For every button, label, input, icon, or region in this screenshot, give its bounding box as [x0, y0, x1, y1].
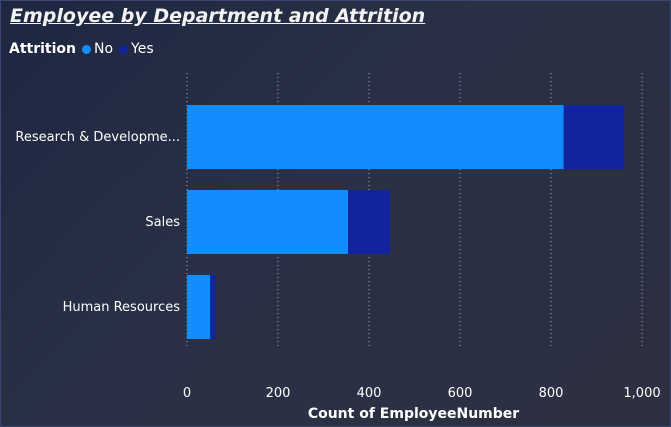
x-tick-label: 800 [539, 386, 564, 401]
category-label: Sales [145, 215, 180, 230]
x-tick-label: 1,000 [623, 386, 660, 401]
category-label: Human Resources [63, 300, 181, 315]
legend-dot-no-icon [82, 44, 91, 54]
chart-title: Employee by Department and Attrition [10, 5, 426, 27]
legend-item-no[interactable]: No [82, 41, 113, 57]
legend-dot-yes-icon [119, 44, 129, 54]
x-tick-label: 200 [266, 386, 291, 401]
legend-item-yes[interactable]: Yes [119, 41, 154, 57]
legend-title: Attrition [9, 41, 76, 57]
legend-label-yes: Yes [131, 41, 154, 57]
x-tick-label: 0 [183, 386, 191, 401]
bar-no[interactable] [187, 190, 349, 254]
bar-yes[interactable] [348, 190, 390, 254]
x-tick-label: 400 [357, 386, 382, 401]
category-label: Research & Developme... [15, 130, 180, 145]
bar-no[interactable] [187, 105, 564, 169]
legend-label-no: No [94, 41, 114, 57]
bar-yes[interactable] [210, 275, 216, 339]
bar-yes[interactable] [563, 105, 625, 169]
bar-no[interactable] [187, 275, 211, 339]
x-axis-title: Count of EmployeeNumber [308, 406, 519, 422]
x-tick-label: 600 [448, 386, 473, 401]
legend: Attrition No Yes [9, 41, 160, 57]
